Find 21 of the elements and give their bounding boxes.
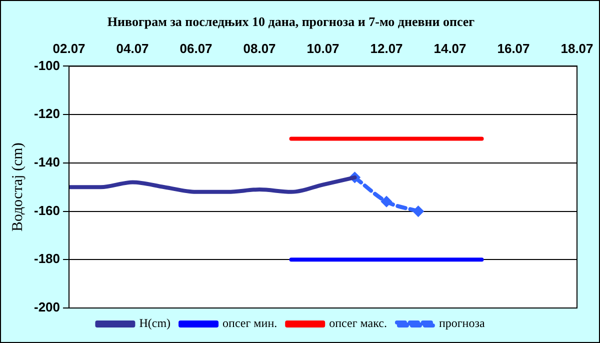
x-tick-label: 12.07 — [370, 40, 403, 56]
legend-label: опсег мин. — [222, 316, 278, 330]
chart-title: Нивограм за последњих 10 дана, прогноза и 7-мо дневни опсег — [107, 14, 475, 30]
y-axis-title: Водостај (cm) — [10, 142, 26, 232]
x-tick-label: 02.07 — [52, 40, 86, 56]
x-tick-label: 08.07 — [243, 40, 276, 56]
x-tick-label: 16.07 — [497, 40, 530, 56]
y-tick-label: -100 — [34, 58, 60, 73]
legend-label: H(cm) — [139, 316, 171, 330]
y-tick-label: -180 — [34, 251, 60, 266]
legend-label: опсег макс. — [329, 316, 387, 330]
y-tick-label: -160 — [34, 202, 60, 218]
x-tick-label: 06.07 — [180, 40, 212, 56]
x-tick-label: 04.07 — [116, 40, 149, 56]
y-tick-label: -140 — [34, 154, 60, 170]
y-tick-label: -200 — [34, 300, 60, 315]
y-tick-label: -120 — [34, 106, 60, 122]
x-tick-label: 14.07 — [434, 40, 466, 56]
x-tick-label: 10.07 — [306, 40, 340, 56]
x-tick-label: 18.07 — [560, 40, 594, 56]
legend-label: прогноза — [438, 316, 486, 330]
